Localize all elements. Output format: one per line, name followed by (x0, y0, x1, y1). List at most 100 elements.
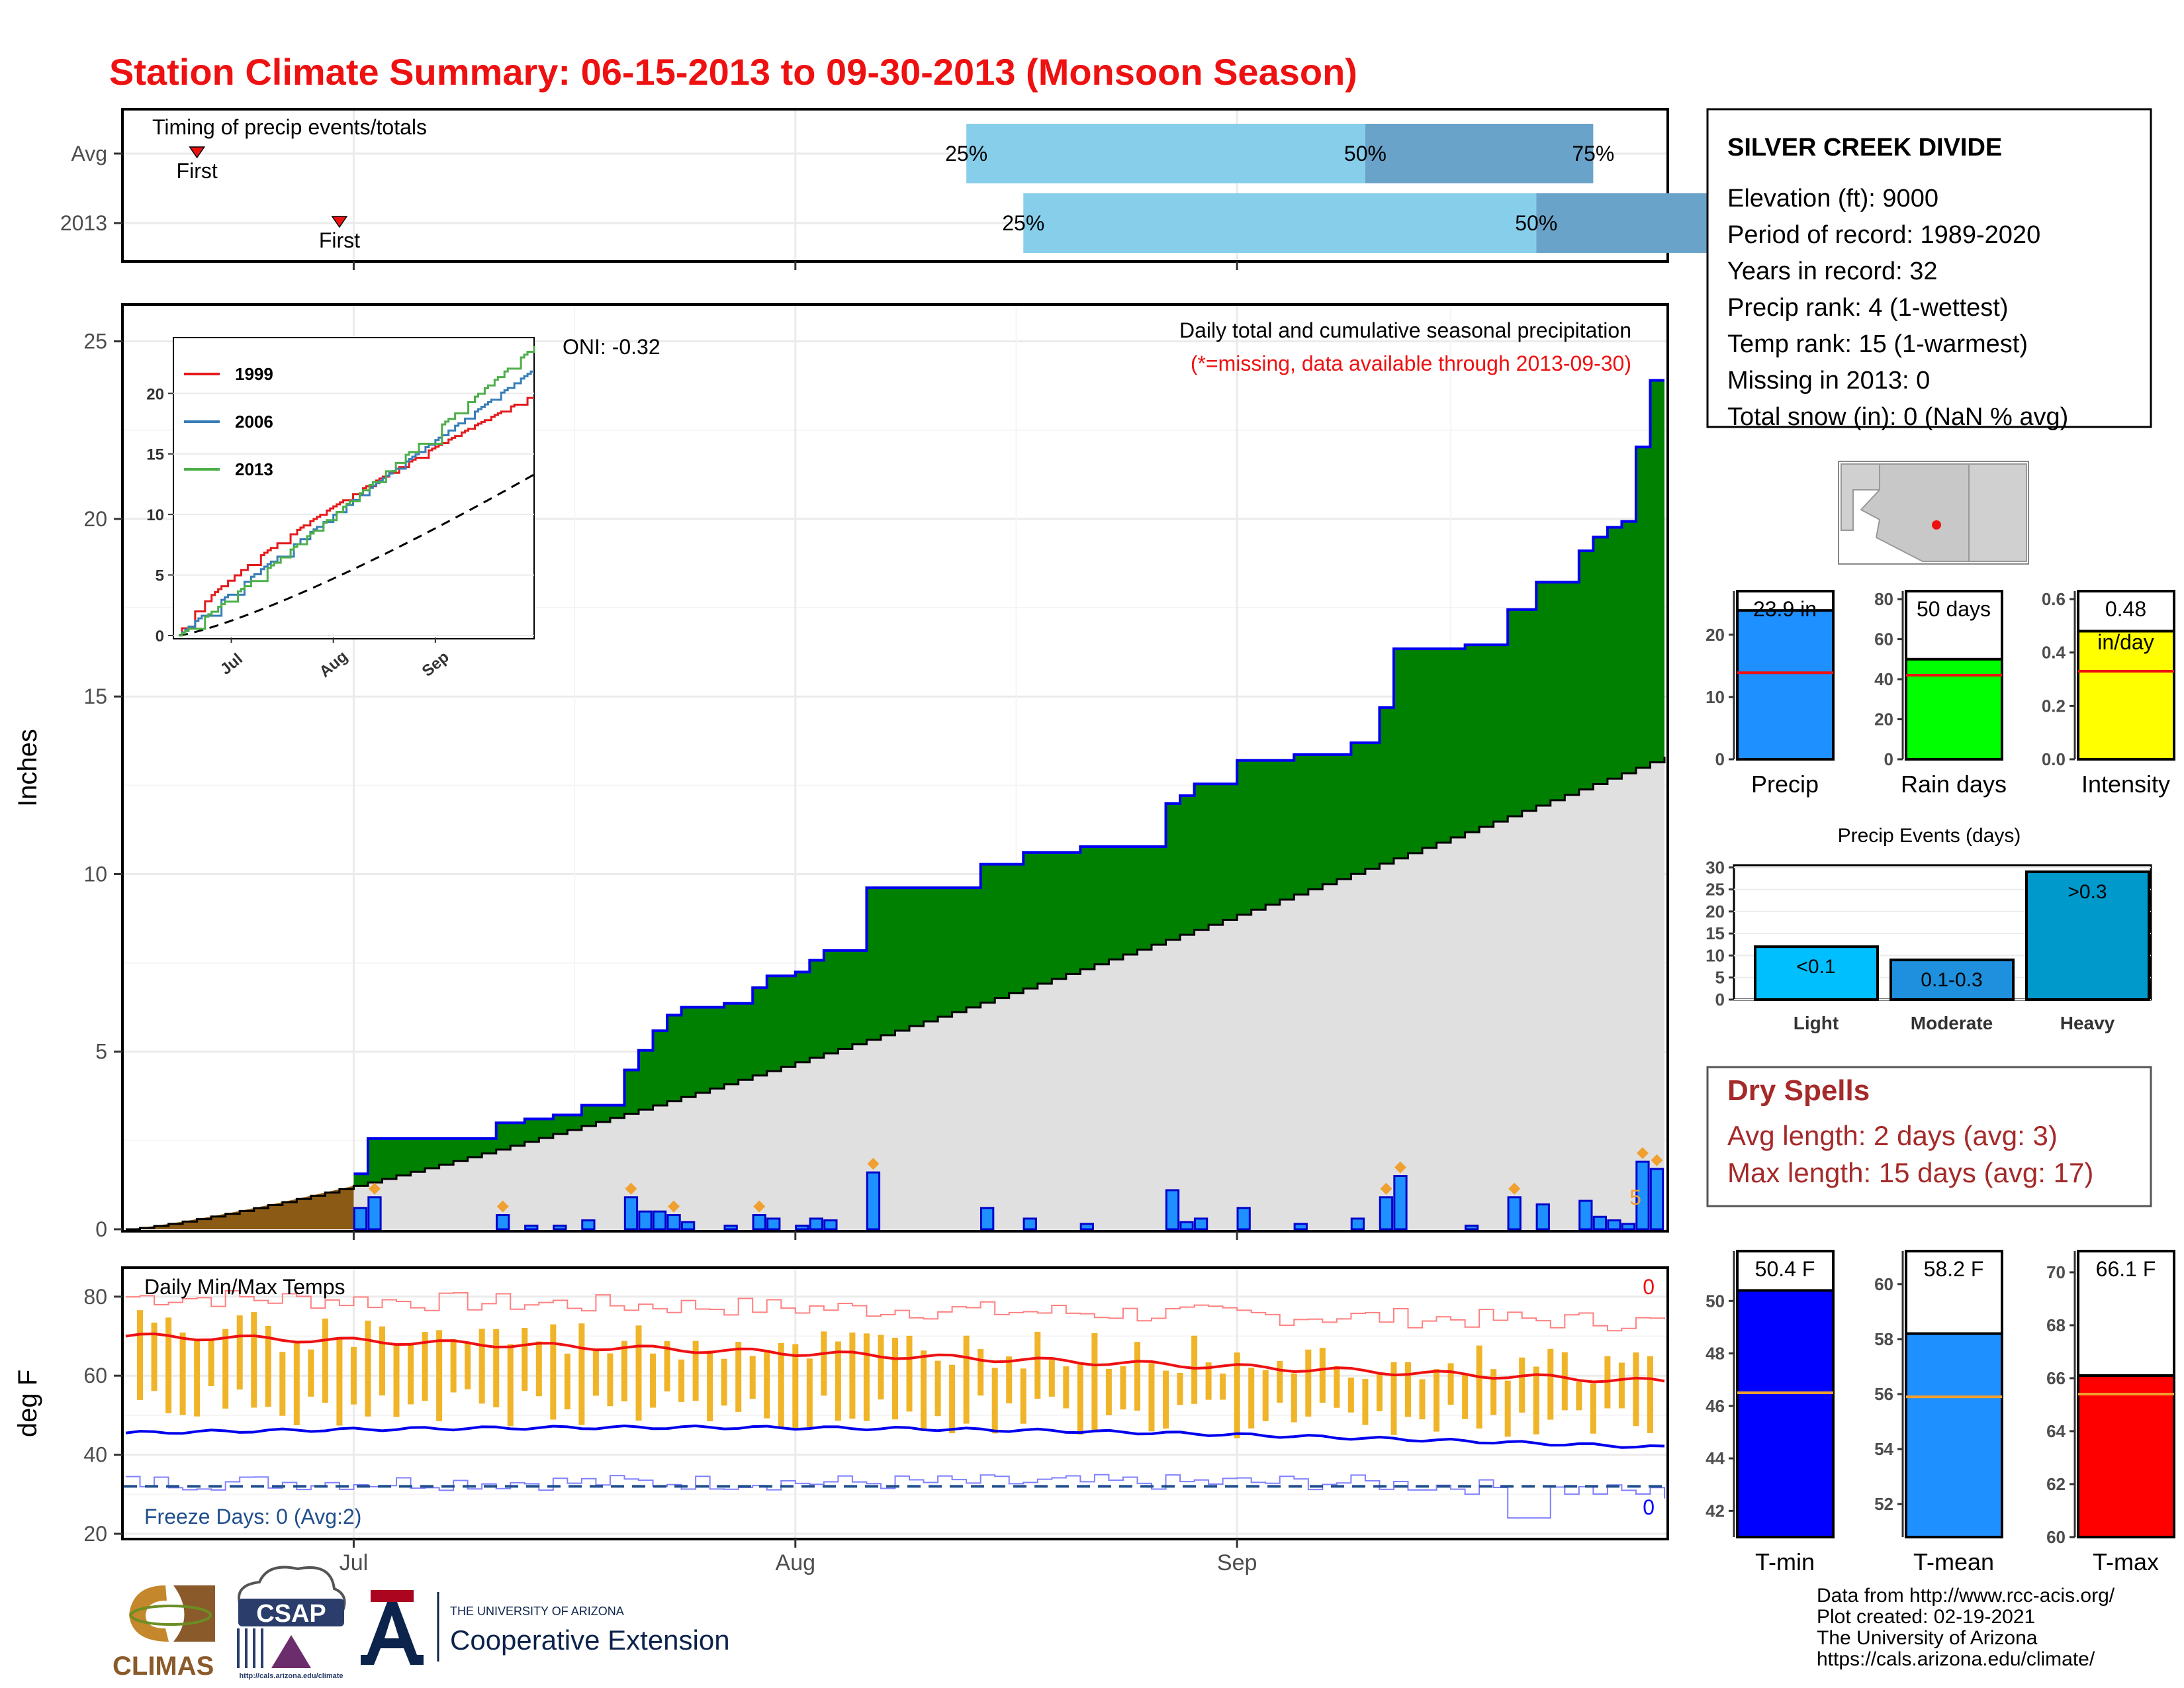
first-marker-icon (189, 146, 206, 159)
precip-events-chart: Precip Events (days)051015202530<0.1Ligh… (1706, 825, 2152, 1033)
daily-precip-bar (1236, 1207, 1251, 1231)
extreme-marker-icon (1380, 1182, 1392, 1195)
summary-chart-intensity: 0.0 0.2 0.4 0.6 0.48 in/day Intensity (2042, 589, 2175, 798)
daily-precip-bar (1635, 1160, 1650, 1231)
daily-precip-bar (723, 1225, 738, 1231)
footer-line-4: https://cals.arizona.edu/climate/ (1817, 1648, 2095, 1670)
cold-days-count: 0 (1643, 1495, 1655, 1519)
timing-label-50: 50% (1344, 142, 1387, 165)
daily-precip-bar (1393, 1175, 1408, 1231)
temp-summary-value (1736, 1289, 1835, 1539)
events-bar-range-label: 0.1-0.3 (1921, 969, 1982, 991)
temp-summary-tick-label: 62 (2046, 1474, 2066, 1494)
events-tick-label: 20 (1706, 902, 1725, 921)
ua-small-text: THE UNIVERSITY OF ARIZONA (450, 1605, 624, 1618)
station-missing: Missing in 2013: 0 (1727, 367, 1930, 395)
timing-label-25: 25% (945, 142, 987, 165)
events-tick-label: 0 (1715, 990, 1725, 1009)
daily-precip-bar (980, 1207, 995, 1231)
legend-1999: 1999 (235, 364, 273, 384)
timing-label-25: 25% (1002, 211, 1044, 235)
precip-panel: 0 5 10 15 20 25 Inches ONI: -0.32 Daily total… (13, 303, 1669, 1241)
temp-summary-tick-label: 64 (2046, 1421, 2066, 1441)
inset-series-2006 (179, 370, 534, 637)
events-tick-label: 25 (1706, 880, 1725, 900)
daily-precip-bar (1379, 1196, 1394, 1231)
timing-row-label-avg: Avg (71, 142, 107, 165)
footer-line-1: Data from http://www.rcc-acis.org/ (1817, 1585, 2115, 1607)
summary-tick-label: 0 (1715, 749, 1725, 769)
station-name: SILVER CREEK DIVIDE (1727, 134, 2002, 162)
daily-precip-bar (1535, 1203, 1550, 1231)
daily-precip-bar (652, 1210, 667, 1231)
events-bar-range-label: >0.3 (2068, 881, 2107, 903)
temp-ylabel: deg F (13, 1370, 42, 1437)
daily-precip-bar (1350, 1217, 1365, 1231)
timing-bar-q1 (1023, 193, 1537, 253)
station-years: Years in record: 32 (1727, 258, 1938, 285)
station-period: Period of record: 1989-2020 (1727, 221, 2040, 249)
temp-summary-label: T-min (1755, 1548, 1815, 1575)
temp-y-tick-label: 80 (83, 1285, 107, 1309)
summary-axis-label: Precip (1751, 771, 1819, 798)
summary-tick-label: 80 (1874, 589, 1893, 609)
inset-y-tick-label: 0 (156, 628, 164, 645)
daily-precip-bar (524, 1225, 539, 1231)
temp-summary-value-label: 66.1 F (2096, 1257, 2156, 1281)
daily-precip-bar (1293, 1223, 1308, 1231)
daily-precip-bar (1023, 1217, 1037, 1231)
university-of-arizona-logo: THE UNIVERSITY OF ARIZONA Cooperative Ex… (361, 1590, 730, 1665)
page-title: Station Climate Summary: 06-15-2013 to 0… (109, 51, 1357, 93)
daily-precip-bar (666, 1214, 681, 1231)
inset-average-line (178, 473, 535, 637)
events-tick-label: 15 (1706, 923, 1725, 943)
daily-precip-bar (1165, 1189, 1180, 1231)
extreme-marker-icon (1394, 1161, 1406, 1174)
summary-tick-label: 20 (1706, 625, 1725, 645)
inset-series-2013 (179, 346, 535, 637)
locator-map (1838, 461, 2029, 565)
events-tick-label: 10 (1706, 945, 1725, 965)
summary-value-label: 0.48 (2105, 597, 2146, 621)
temp-summary-tick-label: 58 (1874, 1329, 1893, 1349)
normal-cumulative-line (126, 757, 1666, 1231)
ua-big-text: Cooperative Extension (450, 1624, 730, 1656)
temp-summary-tick-label: 48 (1706, 1344, 1725, 1364)
summary-tick-label: 0.6 (2042, 589, 2066, 609)
summary-axis-label: Intensity (2081, 771, 2170, 798)
daily-precip-bar (1592, 1215, 1608, 1231)
extreme-count: 5 (1629, 1186, 1641, 1209)
events-bar-label: Moderate (1911, 1013, 1993, 1033)
freeze-days: Freeze Days: 0 (Avg:2) (144, 1505, 361, 1528)
inset-y-tick-label: 10 (146, 506, 164, 524)
daily-precip-bar (1507, 1196, 1522, 1231)
station-precip-rank: Precip rank: 4 (1-wettest) (1727, 294, 2008, 322)
daily-precip-bar (1621, 1223, 1636, 1231)
precip-caption: Daily total and cumulative seasonal prec… (1179, 318, 1631, 342)
cumulative-2013-line (353, 379, 1664, 1176)
events-bar-label: Light (1794, 1013, 1839, 1033)
average-max-line (125, 1332, 1665, 1383)
temp-summary-tick-label: 60 (2046, 1527, 2066, 1547)
extreme-marker-icon (1508, 1182, 1521, 1195)
daily-precip-bar (353, 1207, 368, 1231)
dry-spells-box: Dry Spells Avg length: 2 days (avg: 3) M… (1706, 1066, 2152, 1207)
footer-logos: CLIMAS CSAP http://cals.arizona.edu/clim… (113, 1566, 730, 1681)
x-axis-tick-label: Jul (340, 1550, 368, 1575)
daily-precip-bar (809, 1217, 823, 1231)
extreme-marker-icon (668, 1200, 680, 1213)
summary-tick-label: 0.2 (2042, 696, 2066, 716)
extreme-marker-icon (625, 1182, 637, 1195)
dry-spells-title: Dry Spells (1727, 1074, 1870, 1107)
dry-spells-max: Max length: 15 days (avg: 17) (1727, 1157, 2093, 1188)
temp-summary-value (1905, 1332, 2003, 1538)
temp-summary-tick-label: 44 (1706, 1448, 1725, 1468)
summary-tick-label: 10 (1706, 687, 1725, 707)
daily-precip-bar (638, 1210, 653, 1231)
extreme-marker-icon (496, 1200, 509, 1213)
summary-chart-rain-days: 0 20 40 60 80 50 days Rain days (1874, 589, 2007, 798)
temp-y-tick-label: 20 (83, 1522, 107, 1546)
daily-precip-bar (1193, 1217, 1208, 1231)
record-high-line (126, 1289, 1665, 1332)
temp-panel: 20 40 60 80 Daily Min/Max Temps deg F Freez… (13, 1266, 1669, 1575)
